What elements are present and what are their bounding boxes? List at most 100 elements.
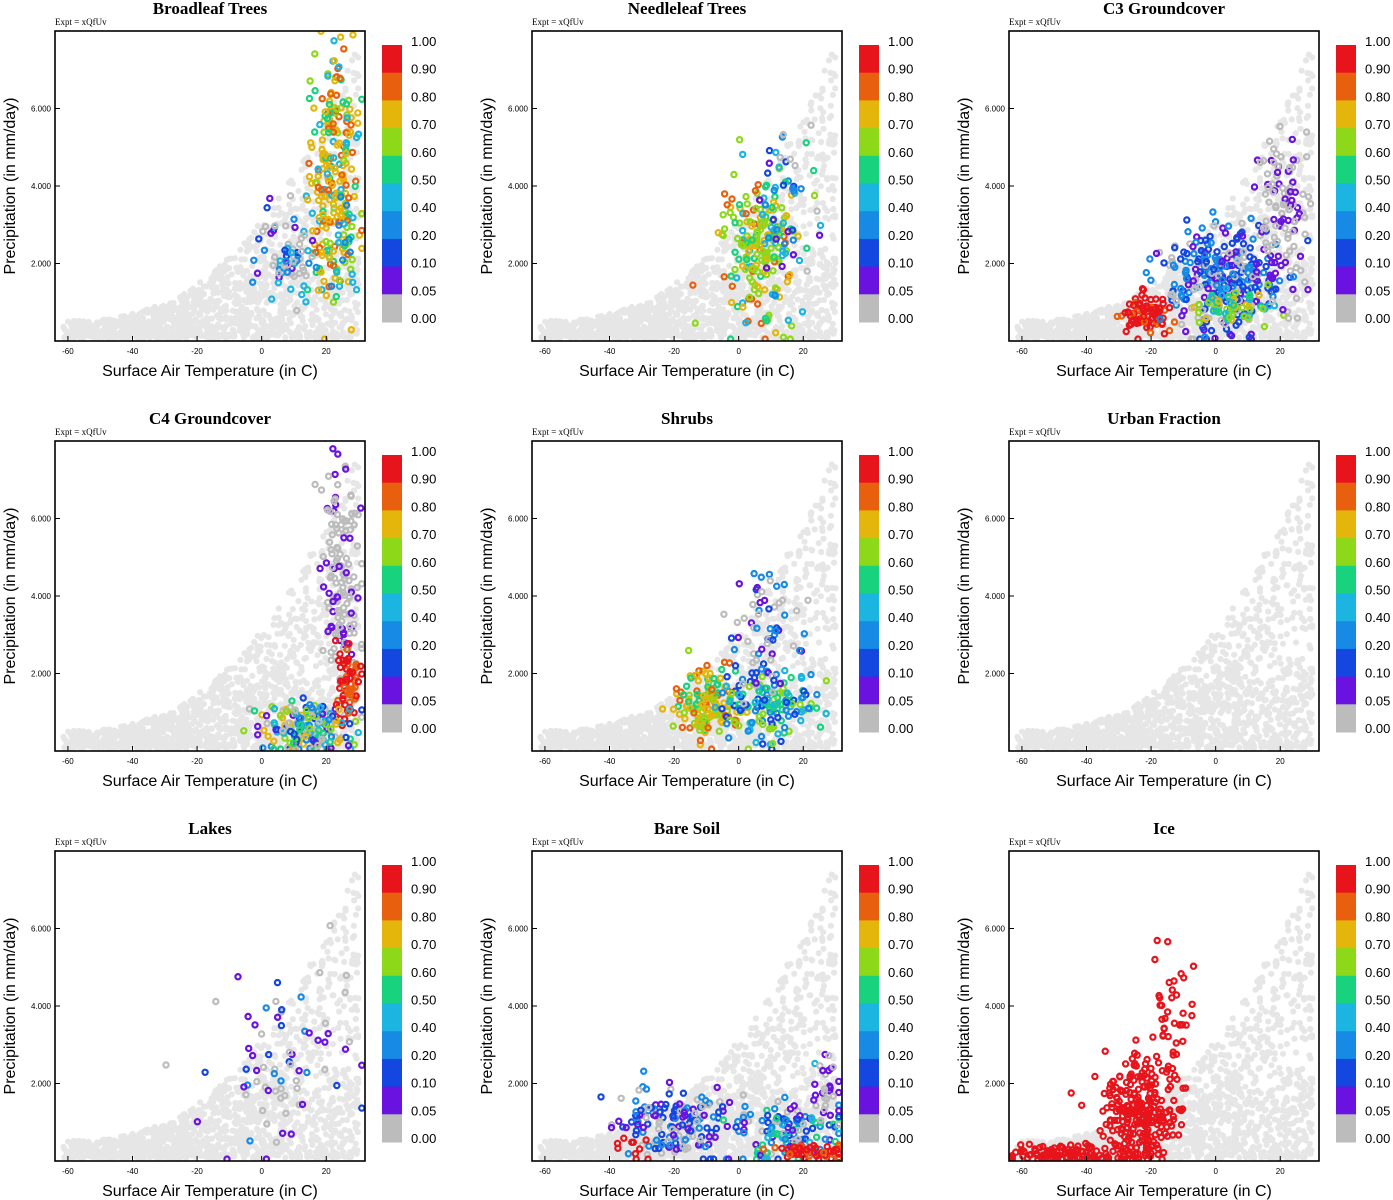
background-point [1297, 125, 1304, 132]
background-point [624, 329, 631, 336]
background-point [676, 321, 683, 328]
background-point [1295, 306, 1302, 314]
background-point [629, 320, 636, 327]
background-point [302, 223, 309, 230]
background-point [1288, 116, 1295, 123]
background-point [1286, 301, 1294, 308]
background-point [1302, 57, 1310, 64]
background-point [768, 303, 775, 310]
data-point [329, 200, 338, 208]
background-point [808, 107, 815, 114]
background-point [238, 303, 245, 310]
data-point [319, 207, 327, 216]
background-point [182, 329, 189, 336]
background-point [579, 328, 586, 335]
background-point [813, 275, 820, 282]
background-point [1278, 320, 1285, 327]
data-point [284, 240, 292, 248]
background-point [1256, 323, 1263, 330]
background-point [274, 318, 281, 325]
background-point [152, 320, 159, 327]
background-point [217, 316, 225, 323]
background-point [801, 287, 808, 294]
data-point [733, 234, 742, 243]
y-tick-label: 2.000 [508, 260, 529, 269]
background-point [655, 310, 662, 317]
background-point [719, 323, 726, 330]
data-point [813, 207, 821, 215]
background-point [1296, 117, 1303, 124]
background-point [814, 215, 821, 222]
data-point [275, 269, 283, 277]
colorbar-swatch [859, 155, 879, 184]
data-point [342, 201, 351, 209]
background-point [347, 154, 354, 161]
data-point [333, 268, 341, 276]
background-point [712, 284, 719, 291]
background-point [760, 300, 767, 307]
background-point [826, 137, 833, 144]
data-point [689, 281, 697, 289]
background-point [197, 296, 204, 303]
background-point [705, 271, 712, 278]
data-point [297, 247, 306, 256]
background-point [137, 311, 144, 318]
background-point [813, 285, 820, 292]
data-point [320, 277, 328, 285]
background-point [832, 54, 839, 61]
background-point [1272, 327, 1279, 334]
background-point [562, 318, 569, 325]
colorbar-label: 0.40 [888, 200, 913, 215]
data-point [787, 322, 796, 330]
background-point [823, 259, 830, 266]
x-tick-label: -40 [604, 347, 616, 356]
data-point [779, 181, 788, 189]
background-point [336, 311, 343, 318]
data-point [727, 298, 736, 307]
background-point [825, 57, 833, 64]
data-point [735, 135, 744, 144]
data-point [335, 139, 343, 147]
background-point [198, 291, 205, 298]
data-point [250, 256, 258, 264]
background-point [776, 317, 783, 324]
background-point [1293, 329, 1300, 336]
background-point [818, 138, 825, 146]
colorbar-swatch [859, 128, 879, 157]
background-point [586, 331, 593, 338]
background-point [665, 331, 672, 339]
background-point [659, 329, 666, 336]
background-point [202, 301, 209, 308]
colorbar-swatch [382, 72, 402, 101]
background-point [64, 330, 71, 337]
data-point [786, 155, 794, 163]
data-point [304, 196, 312, 204]
background-point [622, 319, 629, 326]
background-point [355, 281, 362, 288]
background-point [216, 263, 223, 270]
background-point [322, 298, 329, 305]
data-point [771, 192, 779, 201]
data-point [720, 225, 729, 233]
background-point [1240, 329, 1248, 336]
background-point [784, 141, 791, 148]
background-point [306, 328, 313, 336]
background-point [318, 327, 325, 334]
background-point [712, 308, 719, 315]
colorbar-label: 0.90 [888, 62, 913, 77]
data-point [329, 262, 338, 270]
data-point [738, 226, 747, 235]
background-point [795, 143, 802, 150]
data-point [335, 221, 343, 229]
data-point [758, 210, 767, 219]
background-point [598, 334, 605, 341]
background-point [212, 329, 219, 336]
colorbar-label: 0.80 [888, 89, 913, 104]
background-point [781, 298, 788, 306]
colorbar-label: 0.00 [888, 311, 913, 326]
background-point [789, 300, 796, 307]
data-point [318, 136, 327, 144]
data-point [797, 185, 805, 193]
background-point [648, 330, 655, 337]
background-point [737, 318, 744, 325]
